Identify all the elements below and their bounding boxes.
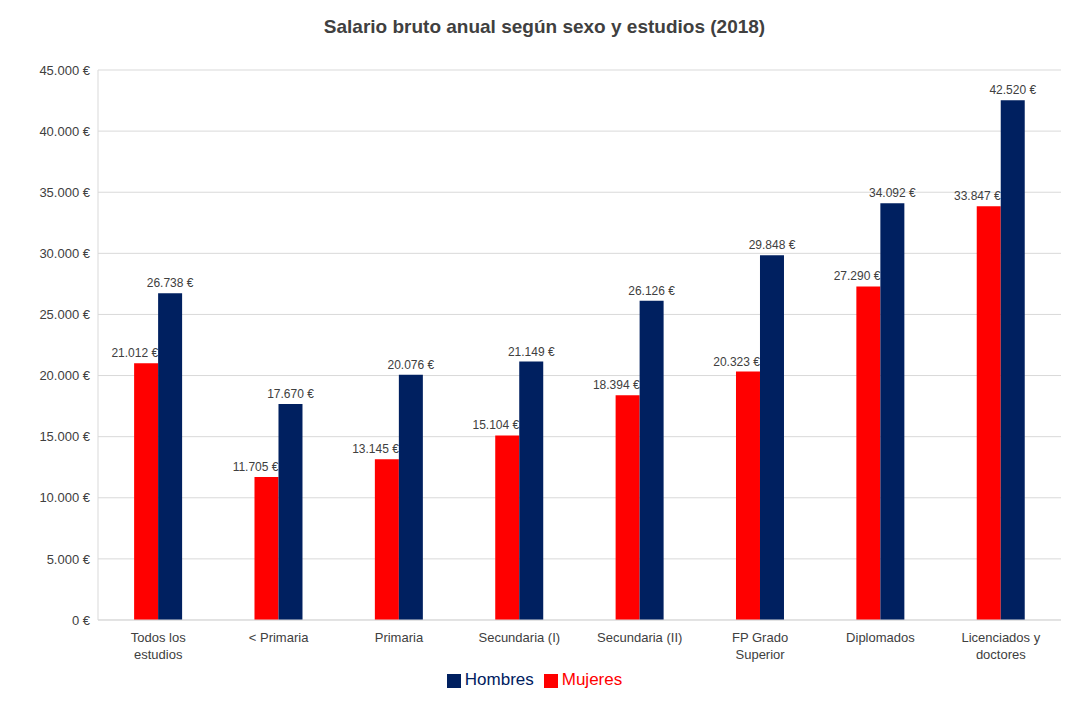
svg-text:21.012 €: 21.012 € bbox=[111, 346, 158, 360]
svg-text:27.290 €: 27.290 € bbox=[834, 269, 881, 283]
svg-text:30.000 €: 30.000 € bbox=[39, 246, 90, 261]
svg-text:21.149 €: 21.149 € bbox=[508, 345, 555, 359]
svg-text:Secundaria (I): Secundaria (I) bbox=[478, 630, 560, 645]
svg-text:20.076 €: 20.076 € bbox=[388, 358, 435, 372]
svg-text:Licenciados ydoctores: Licenciados ydoctores bbox=[961, 630, 1040, 662]
svg-text:0 €: 0 € bbox=[72, 613, 91, 628]
svg-text:20.323 €: 20.323 € bbox=[713, 355, 760, 369]
svg-text:15.104 €: 15.104 € bbox=[473, 418, 520, 432]
svg-text:Diplomados: Diplomados bbox=[846, 630, 915, 645]
svg-text:11.705 €: 11.705 € bbox=[233, 460, 279, 474]
svg-text:15.000 €: 15.000 € bbox=[39, 429, 90, 444]
svg-text:29.848 €: 29.848 € bbox=[749, 238, 796, 252]
svg-text:33.847 €: 33.847 € bbox=[954, 189, 1001, 203]
svg-text:25.000 €: 25.000 € bbox=[39, 307, 90, 322]
svg-text:40.000 €: 40.000 € bbox=[39, 124, 90, 139]
svg-text:Primaria: Primaria bbox=[375, 630, 424, 645]
svg-text:26.738 €: 26.738 € bbox=[147, 276, 194, 290]
html-text:Hombres: Hombres bbox=[464, 670, 534, 689]
svg-text:26.126 €: 26.126 € bbox=[628, 284, 675, 298]
svg-text:35.000 €: 35.000 € bbox=[39, 185, 90, 200]
svg-text:34.092 €: 34.092 € bbox=[869, 186, 916, 200]
svg-text:42.520 €: 42.520 € bbox=[989, 83, 1036, 97]
svg-text:10.000 €: 10.000 € bbox=[39, 490, 90, 505]
svg-text:Secundaria (II): Secundaria (II) bbox=[597, 630, 682, 645]
svg-text:13.145 €: 13.145 € bbox=[352, 442, 399, 456]
svg-text:FP GradoSuperior: FP GradoSuperior bbox=[732, 630, 788, 662]
svg-text:5.000 €: 5.000 € bbox=[47, 552, 91, 567]
svg-text:45.000 €: 45.000 € bbox=[39, 63, 90, 78]
html-text:Salario bruto anual según sexo: Salario bruto anual según sexo y estudio… bbox=[323, 16, 766, 37]
svg-text:20.000 €: 20.000 € bbox=[39, 368, 90, 383]
html-text:Mujeres: Mujeres bbox=[561, 670, 623, 689]
svg-text:Todos losestudios: Todos losestudios bbox=[131, 630, 186, 662]
svg-text:18.394 €: 18.394 € bbox=[593, 378, 640, 392]
svg-text:< Primaria: < Primaria bbox=[249, 630, 309, 645]
svg-text:17.670 €: 17.670 € bbox=[267, 387, 314, 401]
